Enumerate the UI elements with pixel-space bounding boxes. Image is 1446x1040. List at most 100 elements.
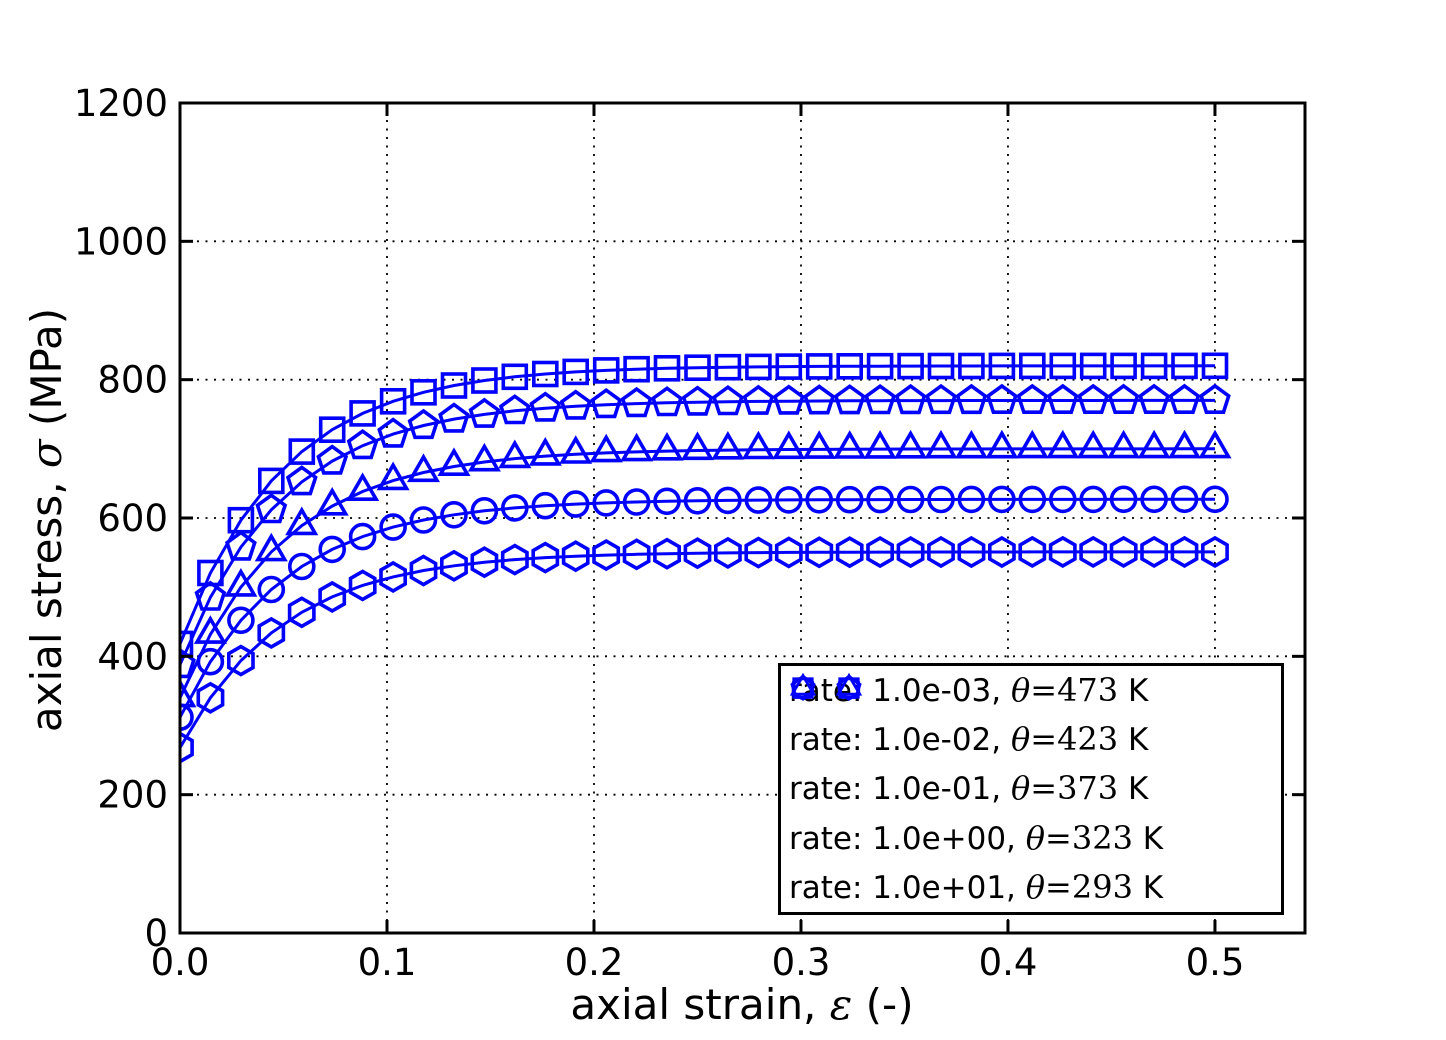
pentagon-marker [377,417,410,448]
square-marker [471,367,498,394]
triangle-marker [285,506,319,536]
pentagon-marker [407,408,440,440]
sigma-symbol: σ [22,439,71,469]
square-marker [1049,352,1077,380]
pentagon-marker [681,385,714,416]
pentagon-marker [468,397,501,428]
triangle-marker [893,429,928,459]
triangle-marker [985,429,1019,459]
triangle-marker [467,442,501,472]
pentagon-marker [529,391,562,422]
circle-marker [1170,485,1199,514]
legend-entry-label: rate: 1.0e+01, θ=293 K [789,867,1164,906]
square-marker [288,438,316,465]
pentagon-marker [955,383,988,415]
hexagon-marker [1201,535,1229,568]
circle-marker [683,486,712,515]
x-tick-labels: 0.0 0.1 0.2 0.3 0.4 0.5 [151,941,1245,984]
hexagon-marker [805,536,834,569]
hexagon-marker [774,536,803,569]
square-marker [1110,352,1137,380]
x-tick-label: 0.3 [772,941,831,984]
triangle-marker [1107,429,1141,459]
epsilon-symbol: ε [829,980,853,1029]
y-tick-labels: 0 200 400 600 800 1000 1200 [74,82,168,955]
hexagon-marker [1170,535,1199,568]
square-marker [775,353,803,380]
triangle-marker [789,672,817,696]
legend-entry: rate: 1.0e+01, θ=293 K [781,677,1281,911]
series-hexagon [180,535,1229,764]
triangle-marker [620,432,654,462]
legend-entry: rate: 1.0e+00, θ=323 K [781,674,1281,862]
triangle-marker [1015,429,1049,459]
circle-marker [1049,485,1077,514]
y-axis-label-text: axial stress, [22,468,71,733]
hexagon-marker [379,560,408,593]
x-axis-label: axial strain, ε (-) [570,984,913,1026]
triangle-marker [315,487,349,516]
pentagon-marker [620,386,653,418]
legend-entry: rate: 1.0e-02, θ=423 K [781,676,1281,763]
circle-marker [927,485,955,514]
hexagon-marker [409,554,438,587]
hexagon-marker [257,616,286,649]
pentagon-marker [711,384,744,416]
square-marker [562,358,590,386]
square-marker [745,353,772,381]
series-triangle [180,429,1232,708]
triangle-marker [711,431,745,460]
triangle-marker [772,430,806,460]
hexagon-marker [987,535,1016,569]
square-marker [866,352,894,380]
triangle-marker [1137,429,1171,459]
hexagon-marker [348,569,377,602]
square-marker [197,559,224,587]
x-tick-label: 0.4 [979,941,1038,984]
hexagon-marker [835,536,864,569]
x-tick-label: 0.1 [358,941,417,984]
triangle-marker [498,439,532,469]
hexagon-marker [500,543,529,576]
square-marker [379,387,407,415]
triangle-marker [224,567,258,597]
pentagon-marker [285,465,318,496]
legend: rate: 1.0e-03, θ=473 K rate: 1.0e-02, θ=4… [778,663,1284,915]
legend-entry: rate: 1.0e-03, θ=473 K [781,667,1281,714]
triangle-marker [437,447,471,477]
y-axis-label-unit: (MPa) [22,307,71,440]
circle-marker [470,496,499,525]
triangle-marker [589,433,623,463]
circle-marker [227,606,255,635]
pentagon-marker [803,384,836,415]
pentagon-marker [1168,383,1201,415]
pentagon-marker [194,580,227,611]
circle-marker [957,485,986,514]
y-tick-label: 1200 [74,82,168,125]
hexagon-marker [227,644,255,677]
triangle-marker [346,472,380,502]
pentagon-marker [559,389,592,420]
pentagon-marker [1016,383,1049,415]
square-marker [684,354,711,382]
hexagon-marker [744,536,773,569]
hexagon-marker [531,541,560,574]
circle-marker [1018,485,1047,514]
y-tick-label: 1000 [74,220,168,263]
square-marker [180,630,194,658]
circle-marker [500,494,529,522]
triangle-marker [833,430,867,459]
pentagon-marker [180,647,196,679]
pentagon-marker [346,428,379,460]
square-marker [623,355,650,383]
hexagon-marker [653,537,682,570]
pentagon-marker [1199,383,1231,415]
pentagon-marker [894,383,927,415]
circle-marker [805,485,834,514]
circle-marker [180,703,194,731]
circle-marker [835,485,864,514]
hexagon-marker [1018,535,1047,568]
series-circle [180,485,1229,731]
pentagon-marker [651,386,683,417]
square-marker [1201,352,1229,380]
